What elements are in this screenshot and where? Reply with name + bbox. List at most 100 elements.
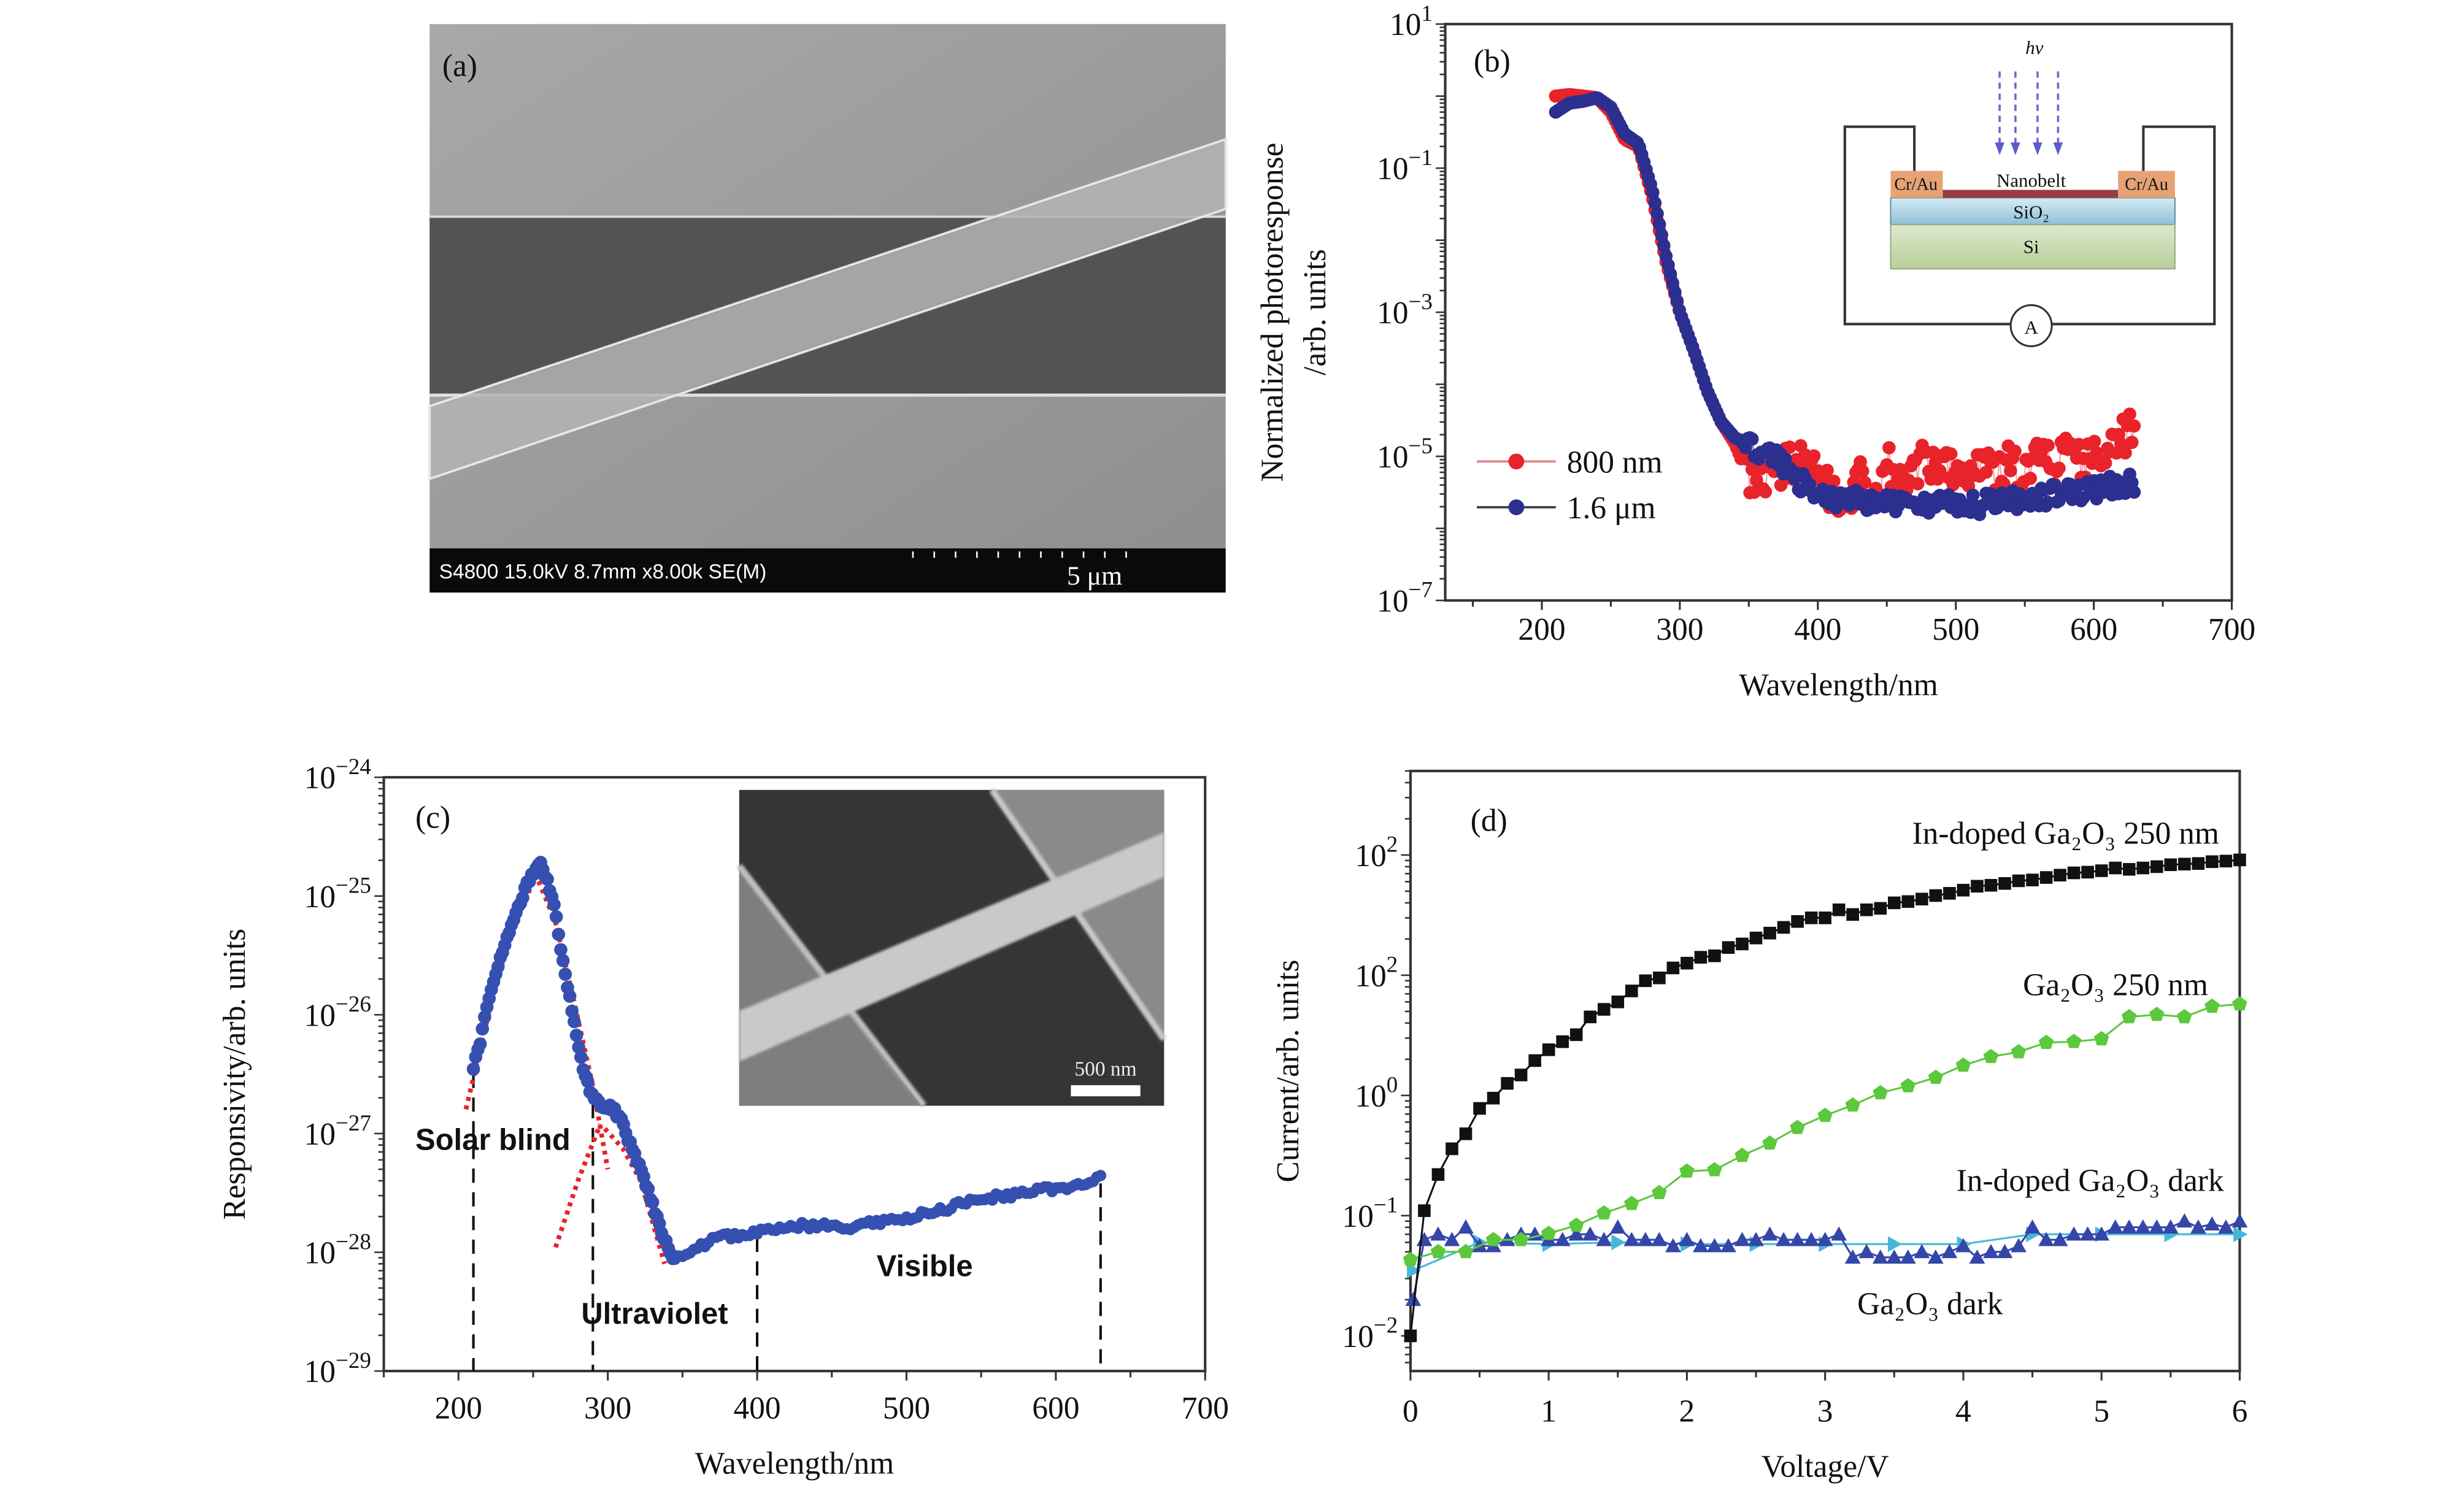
data-point xyxy=(1888,896,1901,910)
data-point xyxy=(1832,903,1846,916)
data-point xyxy=(1444,1232,1460,1246)
data-point xyxy=(1790,1119,1805,1134)
data-point xyxy=(2204,1216,2220,1230)
data-point xyxy=(1957,883,1970,897)
data-point xyxy=(2177,1008,2192,1024)
data-point xyxy=(1597,1003,1611,1016)
data-point xyxy=(572,1040,586,1054)
y-tick-base: 10 xyxy=(1377,296,1408,331)
data-point xyxy=(1845,1097,1860,1112)
data-point xyxy=(1762,1135,1777,1150)
data-point xyxy=(1568,1226,1585,1241)
data-point xyxy=(1955,1057,1971,1072)
data-point xyxy=(641,1182,655,1196)
series-label: In-doped Ga₂O₃ dark xyxy=(1957,1164,2224,1199)
data-point xyxy=(2011,1238,2027,1253)
sem-nanobelt xyxy=(429,139,1226,479)
data-point xyxy=(1655,228,1669,242)
data-point xyxy=(547,898,561,912)
y-tick-label: 10−5 xyxy=(1377,434,1433,475)
si-label: Si xyxy=(2023,236,2039,258)
data-point xyxy=(1584,1010,1597,1024)
data-point xyxy=(1855,464,1869,478)
legend-label: 800 nm xyxy=(1567,445,1663,480)
data-point xyxy=(1804,912,1818,924)
x-tick-label: 400 xyxy=(733,1391,780,1426)
y-tick-base: 10 xyxy=(1377,152,1408,186)
data-point xyxy=(1929,889,1942,902)
data-point xyxy=(1611,996,1625,1008)
y-tick-label: 10−7 xyxy=(1377,578,1433,619)
data-point xyxy=(2125,436,2139,450)
data-point xyxy=(1541,1226,1557,1240)
y-tick-label: 100 xyxy=(1355,1073,1398,1114)
data-point xyxy=(2038,1232,2054,1246)
data-point xyxy=(2054,869,2066,882)
data-point xyxy=(1761,1226,1778,1241)
data-point xyxy=(1758,485,1773,499)
y-tick-label: 10−25 xyxy=(304,873,371,915)
y-tick-base: 10 xyxy=(1390,7,1421,42)
arrowhead-icon xyxy=(1995,142,2004,155)
y-tick-exponent: −7 xyxy=(1409,578,1433,603)
device-schematic-inset: A Cr/Au Cr/Au Nanobelt SiO₂ Si hν xyxy=(1843,37,2216,347)
y-tick-base: 10 xyxy=(1342,1199,1373,1234)
y-tick-exponent: −26 xyxy=(336,992,371,1017)
data-point xyxy=(1431,1168,1445,1181)
panel-label: (b) xyxy=(1474,44,1511,79)
y-tick-base: 10 xyxy=(1355,839,1386,873)
data-point xyxy=(1854,486,1867,501)
data-point xyxy=(2003,464,2017,478)
data-point xyxy=(1637,1232,1654,1246)
scale-bar xyxy=(1071,1085,1141,1097)
data-point xyxy=(1817,1232,1833,1246)
data-point xyxy=(1819,912,1831,924)
data-point xyxy=(568,1015,581,1029)
data-point xyxy=(1407,1262,1422,1279)
data-point xyxy=(1831,1226,1847,1241)
data-point xyxy=(1820,463,1834,477)
y-tick-exponent: −27 xyxy=(336,1111,371,1136)
data-point xyxy=(1708,949,1721,962)
data-point xyxy=(1596,1232,1612,1246)
x-tick-label: 300 xyxy=(584,1391,631,1426)
data-point xyxy=(574,1050,588,1064)
data-point xyxy=(1748,1232,1764,1246)
data-point xyxy=(1734,1232,1750,1246)
data-point xyxy=(552,927,566,942)
data-point xyxy=(2109,861,2122,875)
data-point xyxy=(2136,861,2150,875)
data-point xyxy=(541,872,554,886)
y-tick-base: 10 xyxy=(304,1117,336,1152)
arrowhead-icon xyxy=(2011,142,2020,155)
data-point xyxy=(1955,1238,1971,1253)
data-point xyxy=(1623,1232,1640,1246)
data-point xyxy=(563,989,577,1003)
y-tick-exponent: −28 xyxy=(336,1229,371,1254)
y-tick-base: 10 xyxy=(304,761,336,796)
data-point xyxy=(1900,1078,1916,1092)
data-point xyxy=(1886,1249,1903,1264)
data-point xyxy=(549,910,563,924)
data-point xyxy=(1405,1291,1422,1307)
x-tick-label: 600 xyxy=(1032,1391,1079,1426)
data-point xyxy=(2095,864,2108,877)
data-point xyxy=(1996,1243,2013,1259)
y-tick-base: 10 xyxy=(1355,959,1386,994)
sem-inset-wire xyxy=(989,788,1167,1042)
data-point xyxy=(2087,434,2101,448)
data-point xyxy=(1789,1232,1806,1246)
x-tick-label: 200 xyxy=(1518,612,1565,647)
y-tick-label: 10−26 xyxy=(304,992,371,1033)
nanobelt-label: Nanobelt xyxy=(1996,169,2066,191)
data-point xyxy=(2119,446,2132,460)
data-point xyxy=(2127,419,2141,433)
y-tick-label: 102 xyxy=(1355,832,1398,873)
data-point xyxy=(1984,878,1998,892)
panel-a-sem-image: S4800 15.0kV 8.7mm x8.00k SE(M) 5 μm (a) xyxy=(428,24,1227,593)
data-point xyxy=(1554,1232,1571,1246)
data-point xyxy=(1941,1243,1958,1259)
sem-inset-nanobelt xyxy=(739,832,1165,1062)
y-axis-title: Current/arb. units xyxy=(1271,959,1306,1182)
data-point xyxy=(569,1029,583,1042)
